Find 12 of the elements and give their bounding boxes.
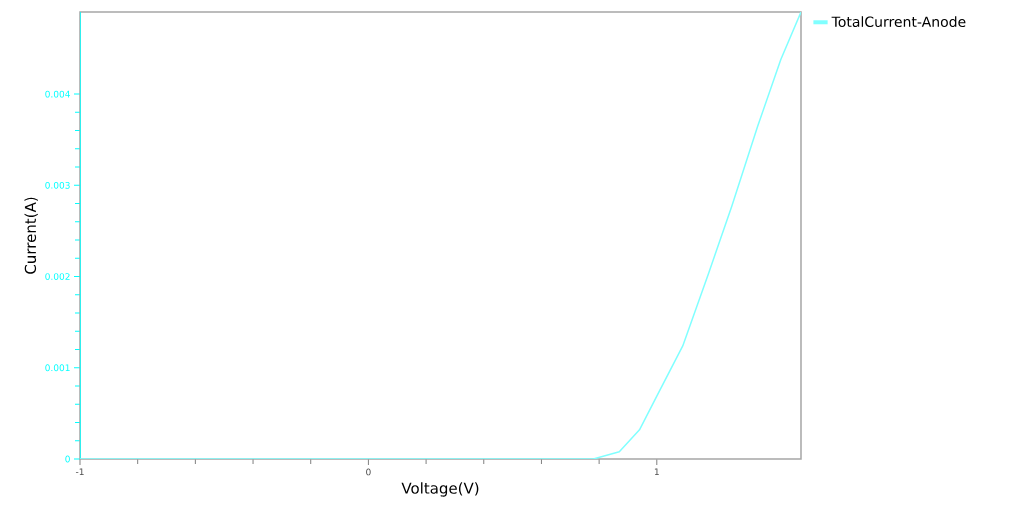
x-tick-label: 1 bbox=[654, 468, 659, 476]
x-axis-title: Voltage(V) bbox=[401, 482, 479, 497]
y-tick-label: 0.001 bbox=[45, 364, 70, 372]
y-tick-label: 0.004 bbox=[45, 90, 70, 98]
x-tick-label: 0 bbox=[366, 468, 371, 476]
line-series bbox=[80, 12, 801, 459]
x-tick-label: -1 bbox=[75, 468, 84, 476]
y-tick-label: 0.002 bbox=[45, 273, 70, 280]
y-tick-label: 0 bbox=[65, 455, 70, 463]
y-axis-title: Current(A) bbox=[24, 197, 38, 274]
y-tick-label: 0.003 bbox=[45, 181, 70, 189]
legend-label: TotalCurrent-Anode bbox=[831, 16, 966, 28]
